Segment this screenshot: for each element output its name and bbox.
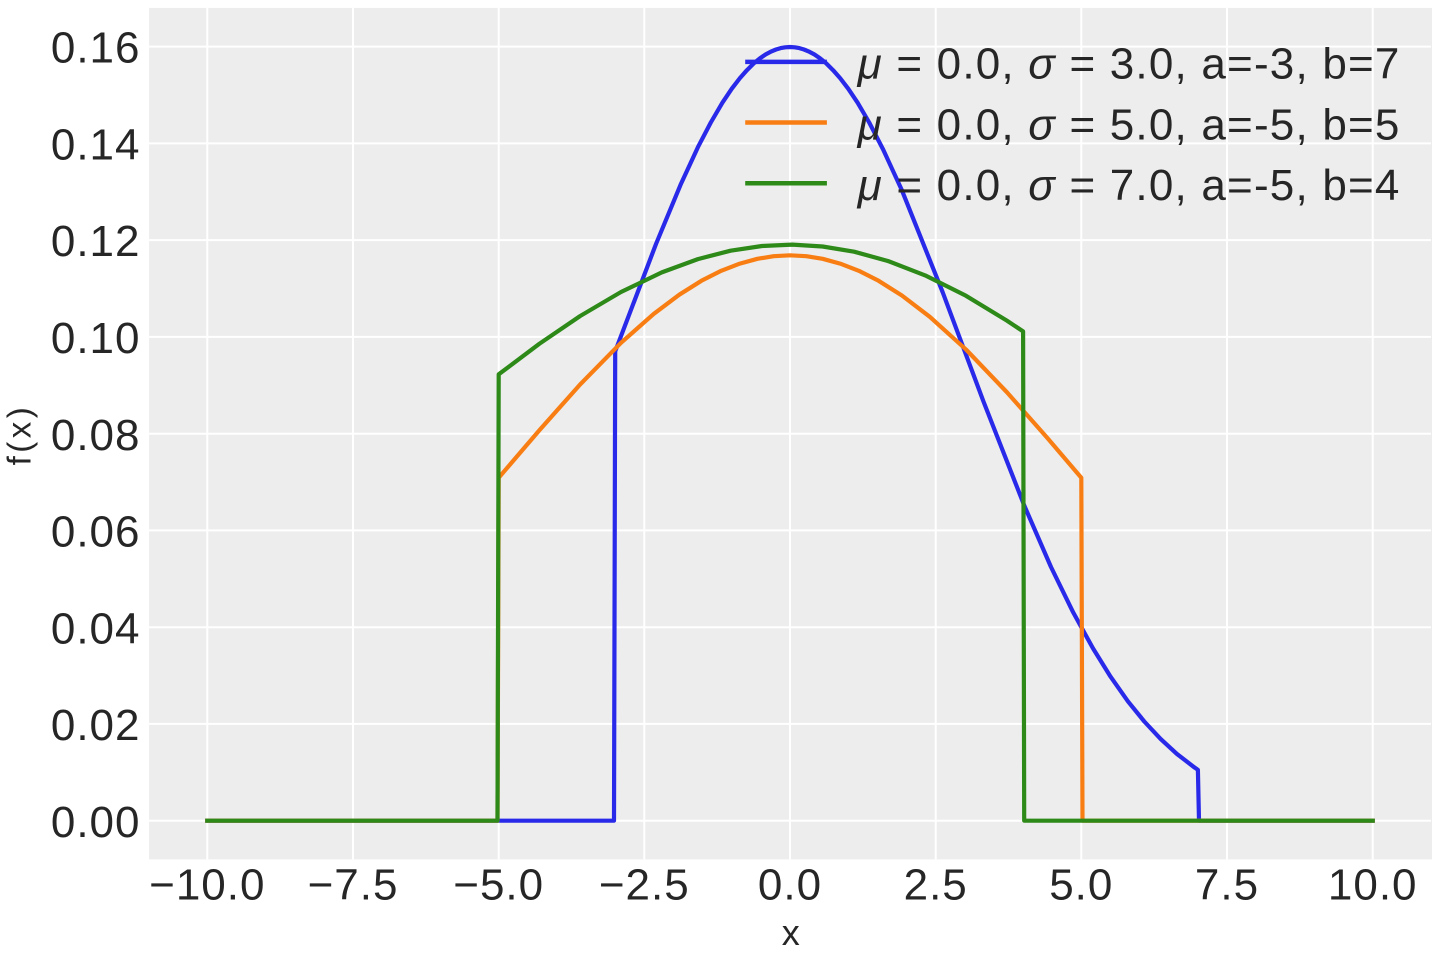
svg-text:f(x): f(x) xyxy=(1,404,38,466)
svg-text:0.04: 0.04 xyxy=(51,604,141,653)
svg-text:0.02: 0.02 xyxy=(51,701,141,750)
svg-text:2.5: 2.5 xyxy=(904,861,968,910)
svg-text:μ = 0.0, σ = 3.0, a=-3, b=7: μ = 0.0, σ = 3.0, a=-3, b=7 xyxy=(857,40,1401,89)
svg-text:0.16: 0.16 xyxy=(51,24,141,73)
svg-text:0.10: 0.10 xyxy=(51,314,141,363)
svg-text:10.0: 10.0 xyxy=(1328,861,1418,910)
svg-text:0.08: 0.08 xyxy=(51,411,141,460)
svg-text:−5.0: −5.0 xyxy=(453,861,544,910)
svg-text:0.12: 0.12 xyxy=(51,217,141,266)
svg-text:−7.5: −7.5 xyxy=(308,861,399,910)
svg-text:7.5: 7.5 xyxy=(1195,861,1259,910)
svg-text:5.0: 5.0 xyxy=(1049,861,1113,910)
svg-text:μ = 0.0, σ = 7.0, a=-5, b=4: μ = 0.0, σ = 7.0, a=-5, b=4 xyxy=(857,161,1401,210)
svg-text:−2.5: −2.5 xyxy=(599,861,690,910)
svg-text:x: x xyxy=(782,912,800,953)
svg-text:0.00: 0.00 xyxy=(51,798,141,847)
svg-text:−10.0: −10.0 xyxy=(149,861,265,910)
svg-text:0.14: 0.14 xyxy=(51,121,141,170)
svg-text:0.0: 0.0 xyxy=(758,861,822,910)
svg-text:μ = 0.0, σ = 5.0, a=-5, b=5: μ = 0.0, σ = 5.0, a=-5, b=5 xyxy=(857,100,1401,149)
svg-text:0.06: 0.06 xyxy=(51,508,141,557)
